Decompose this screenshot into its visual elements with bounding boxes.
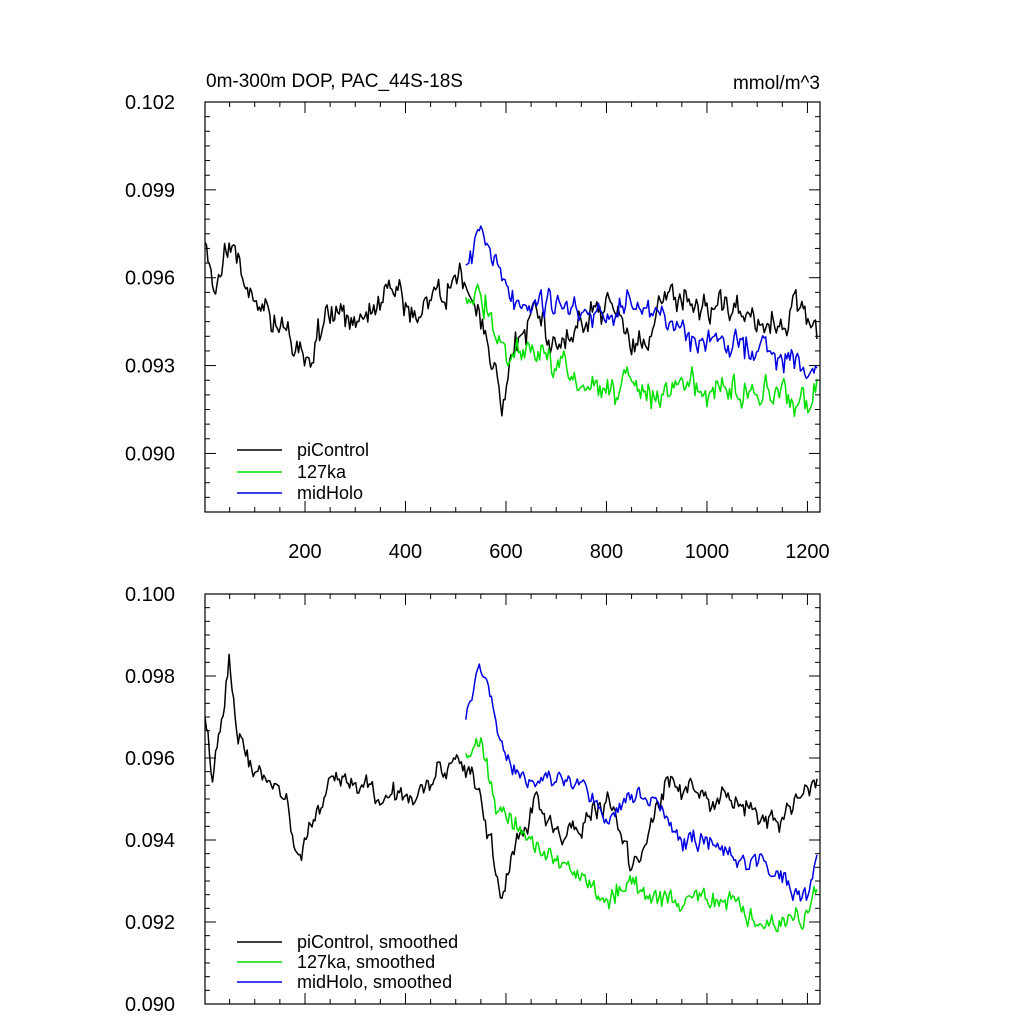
bottom-panel-legend: piControl, smoothed 127ka, smoothed midH… [237,932,458,992]
legend-label-picontrol: piControl [297,440,369,460]
series-line-127ka-smoothed [465,737,818,933]
bottom-panel-plot-area [205,653,818,933]
top-panel-axes: 0.090 0.093 0.096 0.099 0.102 200 400 600 800 100… [125,92,830,563]
top-panel-plot-area [205,225,818,417]
legend-label-midholo: midHolo [297,483,363,503]
x-tick-label: 1000 [685,541,730,563]
series-line-127ka [465,283,818,417]
x-tick-label: 600 [489,541,522,563]
legend-label-picontrol-smoothed: piControl, smoothed [297,932,458,952]
top-panel: 0m-300m DOP, PAC_44S-18S mmol/m^3 0.0900… [125,71,830,563]
x-tick-label: 1200 [785,541,830,563]
legend-label-midholo-smoothed: midHolo, smoothed [297,972,452,992]
y-tick-label: 0.100 [125,584,175,606]
x-tick-label: 200 [288,541,321,563]
y-tick-label: 0.093 [125,356,175,378]
y-tick-label: 0.094 [125,830,175,852]
series-line-picontrol [205,242,818,417]
x-tick-label: 800 [590,541,623,563]
y-tick-label: 0.096 [125,748,175,770]
series-line-midholo [465,225,818,380]
legend-label-127ka-smoothed: 127ka, smoothed [297,952,435,972]
x-tick-label: 400 [389,541,422,563]
y-tick-label: 0.096 [125,268,175,290]
top-panel-units: mmol/m^3 [733,73,820,94]
top-panel-legend: piControl 127ka midHolo [237,440,369,503]
bottom-panel-axes: 0.090 0.092 0.094 0.096 0.098 0.100 [125,584,821,1016]
series-line-midholo-smoothed [465,663,818,902]
series-line-picontrol-smoothed [205,653,818,900]
y-tick-label: 0.092 [125,912,175,934]
y-tick-label: 0.090 [125,994,175,1016]
y-tick-label: 0.099 [125,180,175,202]
bottom-panel: 0.090 0.092 0.094 0.096 0.098 0.100 piControl… [125,584,821,1016]
y-tick-label: 0.102 [125,92,175,114]
y-tick-label: 0.098 [125,666,175,688]
top-panel-title: 0m-300m DOP, PAC_44S-18S [206,71,463,92]
y-tick-label: 0.090 [125,443,175,465]
legend-label-127ka: 127ka [297,462,347,482]
